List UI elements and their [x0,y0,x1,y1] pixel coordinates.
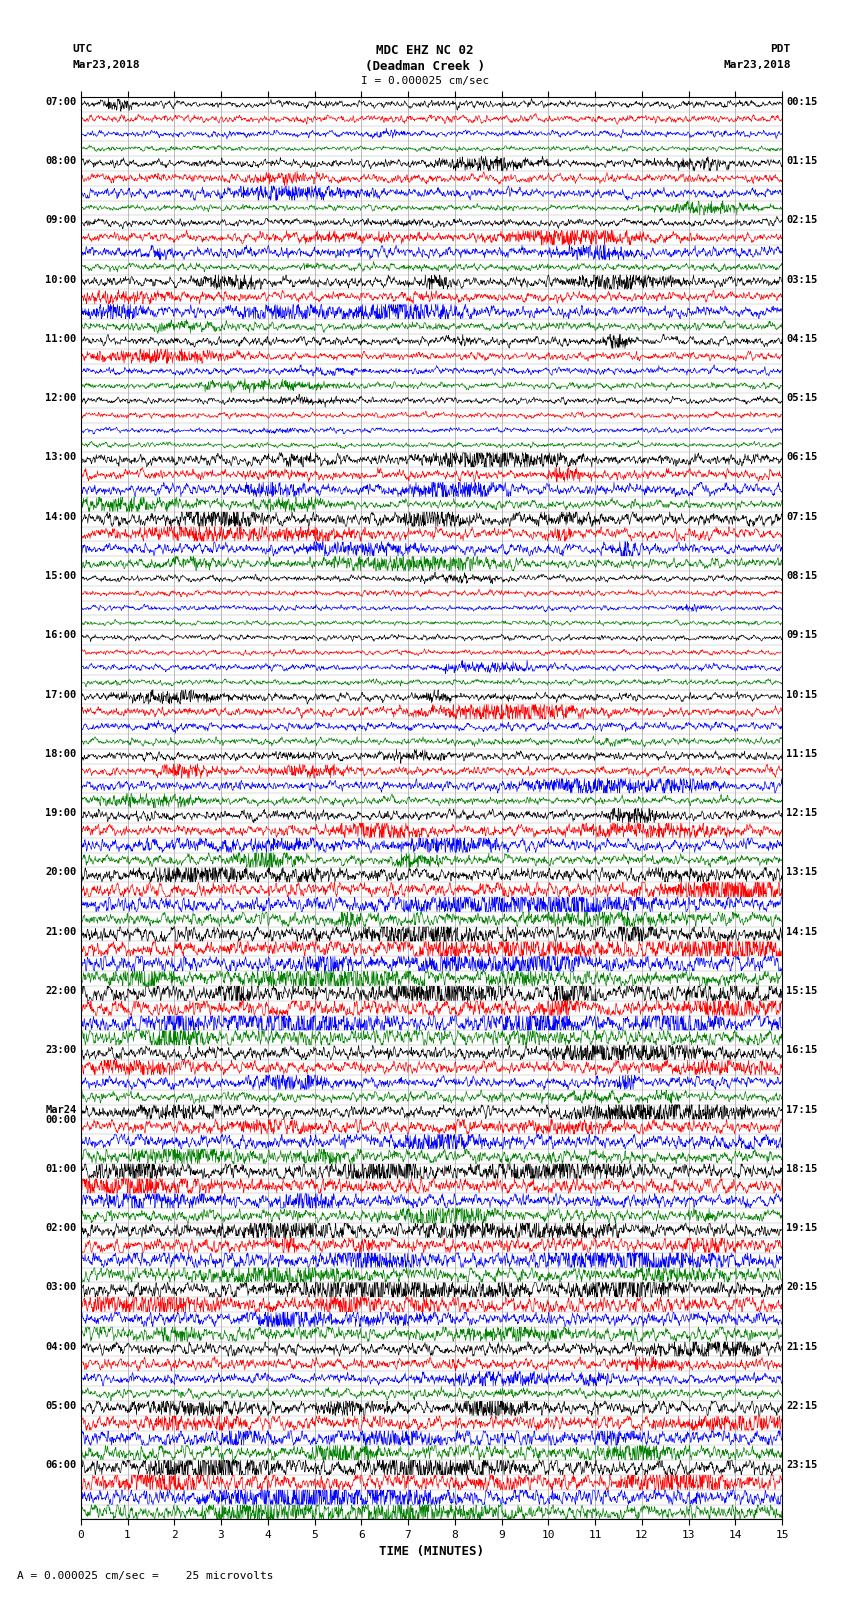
Text: MDC EHZ NC 02: MDC EHZ NC 02 [377,44,473,56]
Text: 02:15: 02:15 [786,215,818,226]
Text: 11:00: 11:00 [45,334,76,344]
Text: 23:00: 23:00 [45,1045,76,1055]
Text: 16:00: 16:00 [45,631,76,640]
Text: 14:00: 14:00 [45,511,76,521]
Text: (Deadman Creek ): (Deadman Creek ) [365,60,485,73]
Text: Mar24
00:00: Mar24 00:00 [45,1105,76,1126]
Text: 13:15: 13:15 [786,868,818,877]
Text: 15:15: 15:15 [786,986,818,995]
Text: UTC: UTC [72,44,93,53]
Text: 07:15: 07:15 [786,511,818,521]
Text: 10:00: 10:00 [45,274,76,284]
Text: 20:15: 20:15 [786,1282,818,1292]
Text: 09:00: 09:00 [45,215,76,226]
Text: I = 0.000025 cm/sec: I = 0.000025 cm/sec [361,76,489,85]
Text: 21:00: 21:00 [45,926,76,937]
Text: 08:15: 08:15 [786,571,818,581]
Text: 16:15: 16:15 [786,1045,818,1055]
Text: 19:15: 19:15 [786,1223,818,1232]
Text: 14:15: 14:15 [786,926,818,937]
Text: 01:00: 01:00 [45,1165,76,1174]
Text: 05:00: 05:00 [45,1400,76,1411]
Text: 07:00: 07:00 [45,97,76,106]
Text: 22:15: 22:15 [786,1400,818,1411]
Text: 17:00: 17:00 [45,690,76,700]
Text: 19:00: 19:00 [45,808,76,818]
Text: 13:00: 13:00 [45,453,76,463]
Text: 22:00: 22:00 [45,986,76,995]
Text: 00:15: 00:15 [786,97,818,106]
Text: 02:00: 02:00 [45,1223,76,1232]
Text: 05:15: 05:15 [786,394,818,403]
Text: 06:00: 06:00 [45,1460,76,1469]
Text: 15:00: 15:00 [45,571,76,581]
Text: PDT: PDT [770,44,790,53]
Text: 03:00: 03:00 [45,1282,76,1292]
Text: 18:00: 18:00 [45,748,76,758]
Text: 09:15: 09:15 [786,631,818,640]
Text: 08:00: 08:00 [45,156,76,166]
Text: 11:15: 11:15 [786,748,818,758]
Text: Mar23,2018: Mar23,2018 [72,60,139,69]
Text: 06:15: 06:15 [786,453,818,463]
Text: A = 0.000025 cm/sec =    25 microvolts: A = 0.000025 cm/sec = 25 microvolts [17,1571,274,1581]
Text: 18:15: 18:15 [786,1165,818,1174]
Text: 04:00: 04:00 [45,1342,76,1352]
Text: 21:15: 21:15 [786,1342,818,1352]
Text: 10:15: 10:15 [786,690,818,700]
Text: 01:15: 01:15 [786,156,818,166]
Text: 03:15: 03:15 [786,274,818,284]
Text: Mar23,2018: Mar23,2018 [723,60,791,69]
Text: 23:15: 23:15 [786,1460,818,1469]
X-axis label: TIME (MINUTES): TIME (MINUTES) [379,1545,484,1558]
Text: 04:15: 04:15 [786,334,818,344]
Text: 12:00: 12:00 [45,394,76,403]
Text: 17:15: 17:15 [786,1105,818,1115]
Text: 20:00: 20:00 [45,868,76,877]
Text: 12:15: 12:15 [786,808,818,818]
